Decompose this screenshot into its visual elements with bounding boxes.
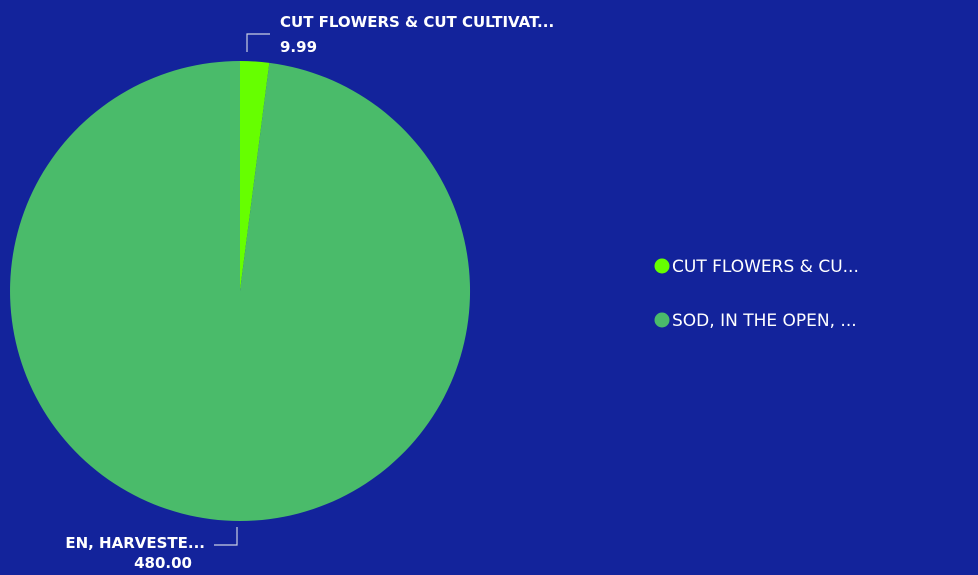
legend-marker-cut-flowers: [654, 258, 670, 274]
legend-marker-sod: [654, 312, 670, 328]
legend-label-sod: SOD, IN THE OPEN, ...: [672, 311, 857, 331]
data-label-cut-flowers: 9.99: [280, 38, 317, 56]
pie-slices: [10, 60, 471, 522]
legend-label-cut-flowers: CUT FLOWERS & CU...: [672, 257, 859, 277]
callout-label-sod: EN, HARVESTE...: [65, 534, 205, 552]
data-label-sod: 480.00: [134, 554, 192, 571]
legend: CUT FLOWERS & CU... SOD, IN THE OPEN, ..…: [654, 257, 859, 331]
leader-line-cut-flowers: [246, 33, 270, 52]
legend-item-cut-flowers[interactable]: CUT FLOWERS & CU...: [654, 257, 859, 277]
slice-sod[interactable]: [10, 61, 471, 522]
callout-cut-flowers: CUT FLOWERS & CUT CULTIVAT... 9.99: [246, 13, 554, 56]
slice-cut-flowers[interactable]: [240, 60, 270, 291]
callout-sod: EN, HARVESTE... 480.00: [65, 527, 238, 572]
leader-line-sod: [214, 527, 238, 546]
callout-label-cut-flowers: CUT FLOWERS & CUT CULTIVAT...: [280, 13, 554, 31]
legend-item-sod[interactable]: SOD, IN THE OPEN, ...: [654, 311, 857, 331]
